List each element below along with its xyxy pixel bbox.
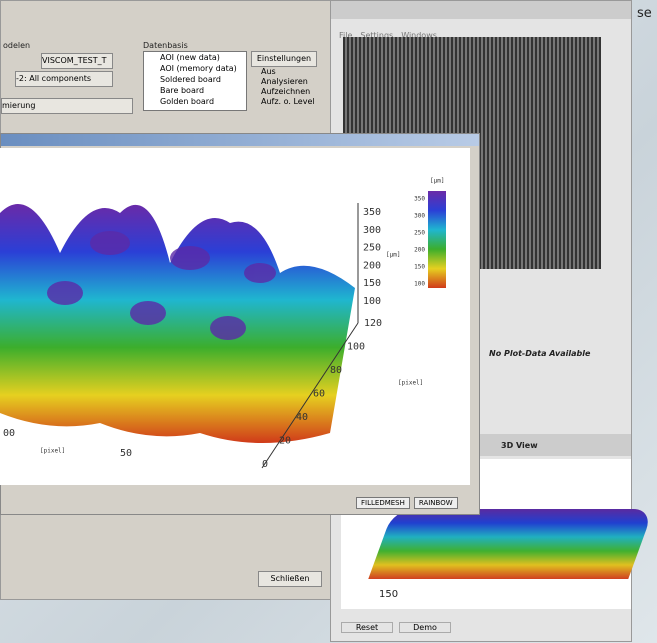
colorbar-tick-label: 100 bbox=[414, 281, 425, 288]
x-tick-label: 50 bbox=[120, 448, 132, 459]
dropdown[interactable]: RAINBOW bbox=[414, 497, 458, 509]
no-data-text: No Plot-Data Available bbox=[489, 349, 590, 358]
view-title: 3D View bbox=[501, 441, 538, 450]
z-tick-label: 300 bbox=[363, 225, 381, 236]
model-select[interactable]: VISCOM_TEST_T bbox=[41, 53, 113, 69]
colorbar-tick-label: 150 bbox=[414, 264, 425, 271]
colorbar-tick-label: 200 bbox=[414, 247, 425, 254]
list-item[interactable]: AOI (memory data) bbox=[144, 63, 246, 74]
y-unit: [pixel] bbox=[398, 380, 423, 387]
axis-label: 150 bbox=[379, 589, 398, 600]
y-tick-label: 80 bbox=[330, 365, 342, 376]
plot: [µm] [pixel] [pixel] [µm] 35030025020015… bbox=[0, 133, 478, 513]
y-tick-label: 120 bbox=[364, 318, 382, 329]
list-item[interactable]: Soldered board bbox=[144, 74, 246, 85]
close-button[interactable]: Schließen bbox=[258, 571, 322, 587]
radio-option[interactable]: Aufz. o. Level bbox=[251, 97, 331, 107]
z-tick-label: 100 bbox=[363, 296, 381, 307]
colorbar bbox=[428, 191, 446, 288]
database-list: AOI (new data)AOI (memory data)Soldered … bbox=[143, 51, 247, 111]
y-tick-label: 60 bbox=[313, 389, 325, 400]
colorbar-tick-label: 300 bbox=[414, 213, 425, 220]
dropdown-row: FILLEDMESH RAINBOW bbox=[356, 490, 462, 509]
radio-option[interactable]: Aus bbox=[251, 67, 331, 77]
optimization-select[interactable]: mierung bbox=[1, 98, 133, 114]
corner-text: se bbox=[637, 6, 652, 21]
radio-option[interactable]: Aufzeichnen bbox=[251, 87, 331, 97]
colorbar-tick-label: 250 bbox=[414, 230, 425, 237]
z-tick-label: 200 bbox=[363, 260, 381, 271]
components-select[interactable]: -2: All components bbox=[15, 71, 113, 87]
colorbar-unit: [µm] bbox=[430, 178, 444, 185]
colorbar-tick-label: 350 bbox=[414, 196, 425, 203]
y-tick-label: 20 bbox=[279, 436, 291, 447]
y-tick-label: 0 bbox=[262, 459, 268, 470]
button[interactable]: Demo bbox=[399, 622, 451, 633]
dropdown[interactable]: FILLEDMESH bbox=[356, 497, 410, 509]
surface-thumbnail bbox=[368, 509, 653, 579]
label: odelen bbox=[3, 41, 30, 50]
radio-option[interactable]: Analysieren bbox=[251, 77, 331, 87]
z-unit: [µm] bbox=[386, 252, 400, 259]
page: se odelen VISCOM_TEST_T -2: All componen… bbox=[0, 0, 657, 643]
x-unit: [pixel] bbox=[40, 448, 65, 455]
settings-button[interactable]: Einstellungen bbox=[251, 51, 317, 67]
y-tick-label: 100 bbox=[347, 342, 365, 353]
button-row: Reset Demo bbox=[341, 615, 457, 634]
button[interactable]: Reset bbox=[341, 622, 393, 633]
z-tick-label: 150 bbox=[363, 278, 381, 289]
z-tick-label: 250 bbox=[363, 243, 381, 254]
title-bar bbox=[331, 1, 631, 19]
z-tick-label: 350 bbox=[363, 207, 381, 218]
list-item[interactable]: Bare board bbox=[144, 85, 246, 96]
y-tick-label: 40 bbox=[296, 412, 308, 423]
x-tick-label: 00 bbox=[3, 428, 15, 439]
list-item[interactable]: AOI (new data) bbox=[144, 52, 246, 63]
label: Datenbasis bbox=[143, 41, 188, 50]
list-item[interactable]: Golden board bbox=[144, 96, 246, 107]
